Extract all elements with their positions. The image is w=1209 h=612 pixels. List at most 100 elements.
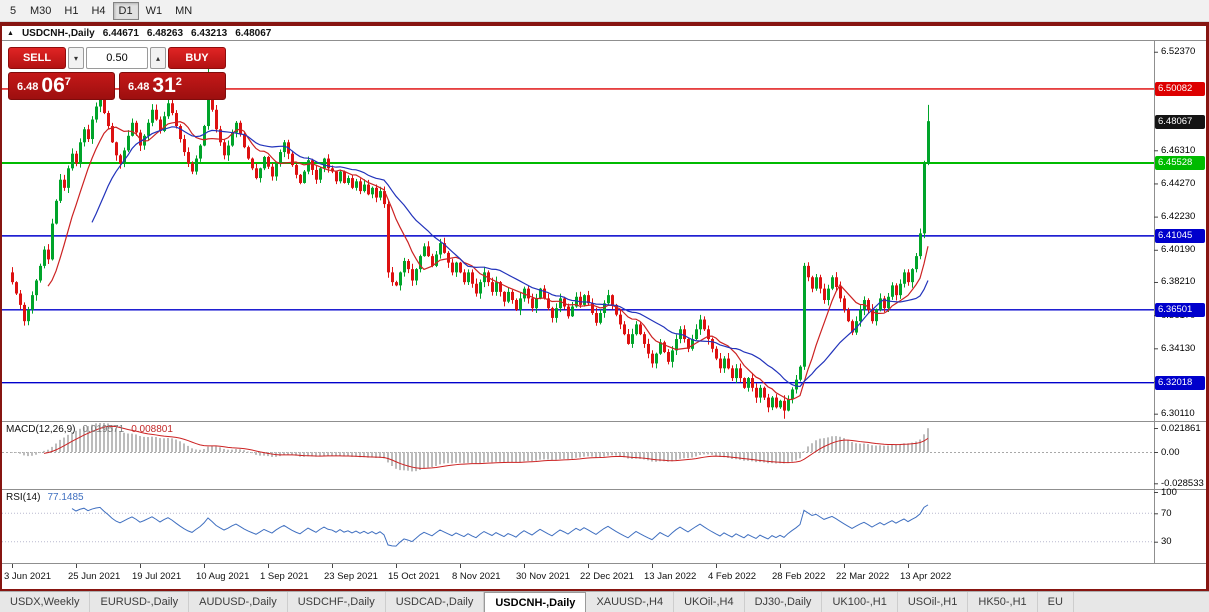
volume-up-button[interactable]: ▴ (150, 47, 166, 69)
candle (355, 178, 358, 191)
candle (175, 110, 178, 129)
candle (927, 104, 930, 166)
candle (223, 139, 226, 160)
chart-tab-usoil-h1[interactable]: USOil-,H1 (898, 592, 969, 612)
candle (831, 275, 834, 291)
candle (263, 155, 266, 171)
candle (155, 104, 158, 121)
chart-tab-usdchf-daily[interactable]: USDCHF-,Daily (288, 592, 386, 612)
symbol-triangle-icon: ▲ (7, 29, 14, 37)
candle (351, 174, 354, 190)
candle (827, 284, 830, 306)
candle (727, 353, 730, 370)
chart-tab-eurusd-daily[interactable]: EURUSD-,Daily (90, 592, 190, 612)
candle (703, 316, 706, 332)
candle (475, 278, 478, 297)
candle (91, 116, 94, 144)
candle (307, 156, 310, 175)
candle (59, 174, 62, 204)
timeframe-button-h1[interactable]: H1 (58, 2, 84, 20)
timeframe-button-5[interactable]: 5 (3, 2, 23, 20)
date-label: 1 Sep 2021 (260, 571, 309, 582)
candle (471, 269, 474, 288)
candle (623, 321, 626, 336)
candle (567, 303, 570, 319)
candle (607, 289, 610, 306)
candle (187, 147, 190, 167)
trade-prices-row: 6.48 06 7 6.48 31 2 (8, 72, 226, 100)
timeframe-button-h4[interactable]: H4 (85, 2, 111, 20)
candle (695, 324, 698, 341)
candle (451, 258, 454, 276)
candle (747, 377, 750, 392)
candle (691, 334, 694, 351)
candle (235, 121, 238, 138)
candle (295, 163, 298, 179)
price-tick-label: 6.52370 (1161, 46, 1196, 58)
chart-tab-dj30-daily[interactable]: DJ30-,Daily (745, 592, 823, 612)
candle (75, 150, 78, 167)
chart-symbol-label: USDCNH-,Daily (21, 28, 95, 39)
candle (871, 304, 874, 324)
candle (23, 302, 26, 326)
chart-tab-usdcad-daily[interactable]: USDCAD-,Daily (386, 592, 485, 612)
sell-price-sup: 7 (64, 76, 71, 88)
candle (43, 246, 46, 269)
candle (875, 308, 878, 326)
timeframe-button-d1[interactable]: D1 (112, 1, 139, 20)
volume-input[interactable] (86, 47, 148, 69)
candle (399, 271, 402, 291)
candle (547, 293, 550, 311)
volume-down-button[interactable]: ▾ (68, 47, 84, 69)
macd-main-value: 0.019571 (82, 424, 125, 435)
chart-tab-uk100-h1[interactable]: UK100-,H1 (822, 592, 898, 612)
sell-button[interactable]: SELL (8, 47, 66, 69)
candle (411, 263, 414, 286)
chart-tab-usdx-weekly[interactable]: USDX,Weekly (0, 592, 91, 612)
price-axis[interactable]: 6.52370 6.46310 6.44270 6.42230 6.40190 6.382… (1154, 26, 1206, 589)
chart-tab-xauusd-h4[interactable]: XAUUSD-,H4 (586, 592, 675, 612)
buy-price-box[interactable]: 6.48 31 2 (119, 72, 226, 100)
ohlc-high: 6.48263 (146, 28, 184, 39)
candle (111, 122, 114, 144)
candle (27, 306, 30, 326)
chart-area: ▲ USDCNH-,Daily 6.44671 6.48263 6.43213 … (2, 26, 1206, 589)
candle (891, 282, 894, 300)
timeframe-toolbar: 5 M30 H1 H4 D1 W1 MN (0, 0, 1209, 22)
timeframe-button-m30[interactable]: M30 (24, 2, 57, 20)
candle (423, 243, 426, 257)
candle (735, 364, 738, 384)
chart-tab-ukoil-h4[interactable]: UKOil-,H4 (674, 592, 745, 612)
candle (335, 170, 338, 185)
candle (463, 269, 466, 285)
candle (867, 298, 870, 313)
sell-price-prefix: 6.48 (17, 81, 39, 93)
date-label: 10 Aug 2021 (196, 571, 250, 582)
price-level-label: 6.32018 (1155, 375, 1205, 390)
candle (467, 269, 470, 286)
candle (919, 228, 922, 260)
candle (371, 186, 374, 199)
chart-tab-audusd-daily[interactable]: AUDUSD-,Daily (189, 592, 288, 612)
timeframe-button-w1[interactable]: W1 (140, 2, 169, 20)
sell-price-box[interactable]: 6.48 06 7 (8, 72, 115, 100)
chart-tab-hk50-h1[interactable]: HK50-,H1 (968, 592, 1038, 612)
candle (895, 283, 898, 301)
candle (675, 334, 678, 356)
time-axis[interactable]: 3 Jun 2021 25 Jun 2021 19 Jul 2021 10 Aug 2… (2, 564, 1154, 589)
candle (447, 251, 450, 268)
candle (591, 298, 594, 315)
chart-tab-eu[interactable]: EU (1038, 592, 1074, 612)
chart-tab-usdcnh-daily[interactable]: USDCNH-,Daily (484, 592, 587, 612)
buy-button[interactable]: BUY (168, 47, 226, 69)
candle (519, 293, 522, 316)
moving-average-line-21 (91, 126, 929, 388)
buy-price-prefix: 6.48 (128, 81, 150, 93)
timeframe-button-mn[interactable]: MN (169, 2, 198, 20)
candle (783, 395, 786, 419)
chart-canvas[interactable] (2, 26, 1206, 589)
candle (767, 393, 770, 413)
candle (479, 279, 482, 299)
candle (395, 280, 398, 287)
candle (795, 375, 798, 394)
